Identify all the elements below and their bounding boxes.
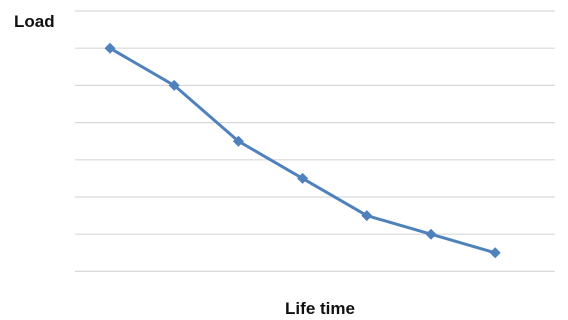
data-point-marker (489, 247, 501, 259)
data-point-marker (232, 135, 244, 147)
data-point-marker (104, 42, 116, 54)
data-point-marker (361, 210, 373, 222)
y-axis-label: Load (14, 12, 55, 31)
data-point-marker (297, 172, 309, 184)
data-point-marker (425, 228, 437, 240)
data-markers (104, 42, 501, 259)
x-axis-label: Life time (285, 299, 355, 318)
gridlines (75, 10, 555, 272)
data-point-marker (168, 79, 180, 91)
series-line (108, 46, 497, 255)
